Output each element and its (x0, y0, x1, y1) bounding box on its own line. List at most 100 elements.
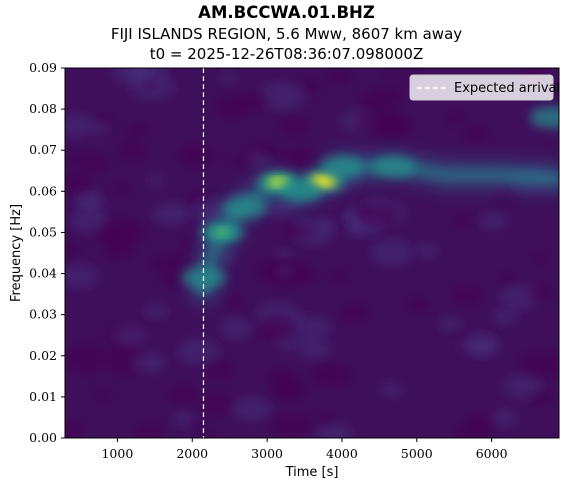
texture-spot (527, 285, 554, 302)
energy-feature (278, 180, 323, 203)
texture-spot (479, 212, 508, 230)
x-tick-label: 3000 (251, 446, 283, 461)
energy-feature (222, 196, 267, 219)
x-axis: 1000 2000 3000 4000 5000 6000 (101, 438, 508, 461)
texture-spot (445, 112, 466, 125)
texture-spot (459, 333, 497, 356)
texture-spot (148, 175, 166, 186)
energy-features (181, 106, 559, 303)
texture-spot (226, 295, 245, 307)
texture-spot (177, 338, 220, 365)
texture-spot (65, 265, 99, 289)
texture-spot (339, 303, 371, 323)
texture-spot (283, 222, 311, 240)
texture-spot (77, 153, 109, 173)
texture-spot (451, 285, 484, 306)
texture-spot (176, 143, 215, 168)
texture-spot (316, 423, 352, 438)
texture-spot (519, 349, 559, 378)
texture-spot (204, 361, 235, 380)
x-tick-label: 5000 (401, 446, 433, 461)
texture-spot (489, 410, 517, 428)
x-tick-label: 2000 (176, 446, 208, 461)
texture-spot (380, 68, 397, 76)
chart-subtitle: FIJI ISLANDS REGION, 5.6 Mww, 8607 km aw… (110, 25, 463, 43)
texture-spot (407, 297, 432, 312)
texture-spot (461, 125, 489, 143)
texture-spot (94, 388, 113, 400)
texture-spot (274, 148, 315, 174)
texture-spot (259, 81, 306, 111)
energy-feature-peak (271, 178, 286, 186)
texture-spot (290, 315, 331, 341)
x-tick-label: 4000 (326, 446, 358, 461)
texture-spot (65, 419, 85, 438)
texture-spot (202, 432, 219, 438)
texture-spot (274, 249, 293, 261)
texture-spot (167, 385, 199, 405)
legend-box (409, 74, 554, 101)
y-tick-label: 0.04 (29, 266, 57, 281)
texture-spot (111, 68, 151, 85)
texture-spot (181, 237, 200, 250)
legend: Expected arrival (409, 74, 560, 101)
texture-spot (96, 223, 136, 248)
texture-spot (521, 68, 548, 77)
x-tick-label: 1000 (101, 446, 133, 461)
texture-spot (530, 253, 548, 264)
texture-spot (111, 183, 131, 196)
texture-spot (214, 95, 252, 119)
texture-spot (65, 239, 81, 258)
texture-spot (492, 188, 516, 203)
chart-title: AM.BCCWA.01.BHZ (198, 3, 375, 22)
texture-spot (272, 378, 302, 397)
texture-spot (219, 72, 238, 84)
energy-feature-peak (215, 228, 230, 236)
texture-spot (152, 202, 190, 226)
texture-spot (326, 69, 352, 85)
y-tick-label: 0.01 (29, 389, 57, 404)
y-tick-label: 0.00 (29, 430, 57, 445)
texture-spot (370, 239, 414, 267)
texture-spot (316, 411, 336, 423)
texture-spot (114, 325, 149, 347)
spectrogram-image (65, 68, 559, 438)
texture-spot (379, 382, 403, 397)
texture-spot (117, 141, 148, 160)
texture-spot (531, 391, 555, 406)
texture-spot (219, 318, 253, 339)
texture-spot (309, 362, 352, 389)
y-tick-label: 0.02 (29, 348, 57, 363)
y-tick-label: 0.09 (29, 60, 57, 75)
texture-spot (65, 345, 110, 374)
texture-spot (70, 209, 107, 232)
texture-spot (503, 374, 543, 399)
texture-spot (497, 272, 516, 284)
texture-spot (361, 99, 381, 111)
texture-spot (65, 171, 92, 194)
texture-spot (452, 214, 471, 227)
energy-feature (372, 155, 417, 178)
texture-spot (144, 304, 168, 319)
texture-spot (232, 397, 272, 422)
texture-spot (76, 190, 104, 207)
legend-label: Expected arrival (454, 81, 560, 96)
y-tick-label: 0.08 (29, 101, 57, 116)
x-axis-label: Time [s] (285, 465, 339, 480)
y-axis: 0.00 0.01 0.02 0.03 0.04 0.05 0.06 0.07 0.08 0.09 (29, 60, 65, 445)
texture-spot (172, 411, 196, 427)
y-tick-label: 0.03 (29, 307, 57, 322)
energy-feature (529, 106, 559, 129)
texture-spot (257, 315, 297, 340)
texture-spot (231, 153, 255, 168)
texture-spot (275, 266, 292, 277)
x-tick-label: 6000 (476, 446, 508, 461)
plot-frame (64, 67, 560, 439)
y-tick-label: 0.07 (29, 142, 57, 157)
texture-spot (265, 197, 299, 218)
y-tick-label: 0.05 (29, 224, 57, 239)
chart-subtitle-time: t0 = 2025-12-26T08:36:07.098000Z (149, 45, 424, 63)
texture-spot (297, 338, 332, 360)
y-axis-label: Frequency [Hz] (9, 204, 24, 302)
